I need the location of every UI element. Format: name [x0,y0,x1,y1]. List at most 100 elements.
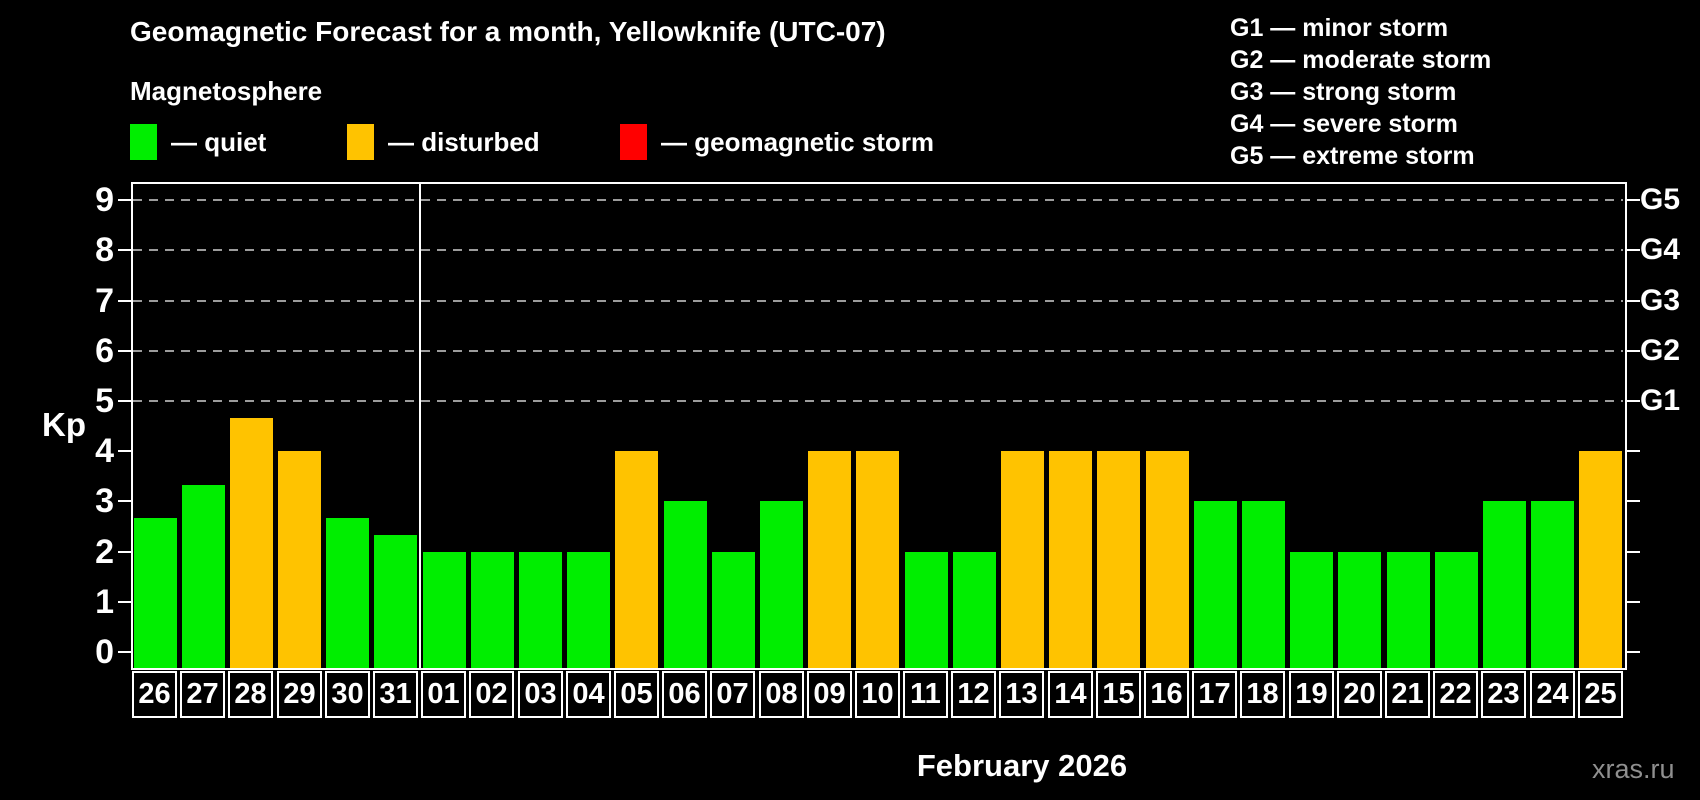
day-label-24: 24 [1530,671,1575,718]
day-label-01: 01 [421,671,466,718]
kp-bar-09 [808,451,851,668]
x-axis-label: February 2026 [916,748,1128,783]
month-separator-line [419,184,421,668]
kp-bar-15 [1097,451,1140,668]
kp-bar-30 [326,517,369,668]
g-legend-line-4: G4 — severe storm [1230,110,1458,138]
legend-swatch-quiet [130,124,157,160]
gridline-kp7 [133,299,1623,302]
watermark: xras.ru [1592,754,1675,784]
chart-subtitle: Magnetosphere [130,76,323,106]
kp-bar-20 [1338,551,1381,668]
y-tick-right-6 [1627,349,1640,352]
day-label-19: 19 [1289,671,1334,718]
day-label-07: 07 [710,671,755,718]
g-legend-line-2: G2 — moderate storm [1230,46,1492,74]
y-tick-label-6: 6 [95,331,114,370]
g-scale-label-G4: G4 [1640,233,1681,267]
kp-bar-03 [519,551,562,668]
day-label-29: 29 [277,671,322,718]
plot-top-border [131,182,1627,184]
y-tick-left-8 [118,249,131,252]
y-tick-label-8: 8 [95,231,114,270]
kp-bar-22 [1435,551,1478,668]
kp-bar-23 [1483,501,1526,668]
kp-bar-18 [1242,501,1285,668]
g-legend-line-5: G5 — extreme storm [1230,142,1475,170]
day-label-18: 18 [1240,671,1285,718]
day-label-13: 13 [999,671,1044,718]
day-label-03: 03 [518,671,563,718]
kp-bar-31 [374,535,417,668]
day-label-30: 30 [325,671,370,718]
y-tick-left-0 [118,651,131,653]
day-label-22: 22 [1433,671,1478,718]
kp-bar-04 [567,551,610,668]
day-label-23: 23 [1481,671,1526,718]
y-tick-left-1 [118,600,131,603]
y-tick-label-5: 5 [95,382,114,420]
y-axis-left [131,182,133,670]
day-label-16: 16 [1144,671,1189,718]
kp-bar-02 [471,551,514,668]
legend-label-disturbed: — disturbed [388,126,540,157]
y-tick-left-7 [118,299,131,302]
day-label-31: 31 [373,671,418,718]
y-tick-right-9 [1627,199,1640,202]
y-tick-right-7 [1627,299,1640,302]
y-tick-left-3 [118,500,131,503]
gridline-kp8 [133,249,1623,252]
day-label-20: 20 [1337,671,1382,718]
y-tick-right-0 [1627,651,1640,653]
y-tick-label-0: 0 [95,633,114,671]
y-tick-label-2: 2 [95,532,114,571]
gridline-kp9 [133,199,1623,202]
kp-bar-19 [1290,551,1333,668]
y-tick-left-6 [118,349,131,352]
day-label-06: 06 [662,671,707,718]
day-label-26: 26 [132,671,177,718]
day-label-04: 04 [566,671,611,718]
kp-bar-14 [1049,451,1092,668]
g-scale-label-G5: G5 [1640,183,1681,217]
day-label-15: 15 [1096,671,1141,718]
kp-bar-10 [856,451,899,668]
g-scale-label-G1: G1 [1640,384,1681,417]
chart-title: Geomagnetic Forecast for a month, Yellow… [130,16,886,47]
kp-bar-08 [760,501,803,668]
g-legend-line-3: G3 — strong storm [1230,78,1457,106]
legend-label-storm: — geomagnetic storm [661,126,935,157]
kp-bar-25 [1579,451,1622,668]
kp-bar-05 [615,451,658,668]
kp-bar-12 [953,551,996,668]
plot-bottom-border [131,668,1627,670]
y-tick-label-7: 7 [95,281,114,320]
y-tick-left-5 [118,400,131,402]
y-tick-right-4 [1627,450,1640,453]
y-axis-right [1625,182,1627,670]
y-tick-label-4: 4 [95,432,114,471]
kp-bar-16 [1146,451,1189,668]
y-tick-right-3 [1627,500,1640,503]
y-tick-right-2 [1627,550,1640,553]
day-label-27: 27 [180,671,225,718]
day-label-10: 10 [855,671,900,718]
y-tick-label-9: 9 [95,181,114,220]
day-label-28: 28 [228,671,273,718]
y-tick-right-8 [1627,249,1640,252]
day-label-02: 02 [469,671,514,718]
kp-bar-28 [230,417,273,668]
kp-bar-06 [664,501,707,668]
y-tick-left-4 [118,450,131,453]
day-label-09: 09 [807,671,852,718]
day-label-11: 11 [903,671,948,718]
legend-item-disturbed: — disturbed [347,122,540,162]
g-scale-label-G2: G2 [1640,333,1681,367]
kp-bar-11 [905,551,948,668]
g-legend-line-1: G1 — minor storm [1230,14,1449,42]
legend-item-quiet: — quiet [130,122,266,162]
kp-bar-01 [423,551,466,668]
legend-label-quiet: — quiet [171,126,267,157]
kp-bar-13 [1001,451,1044,668]
